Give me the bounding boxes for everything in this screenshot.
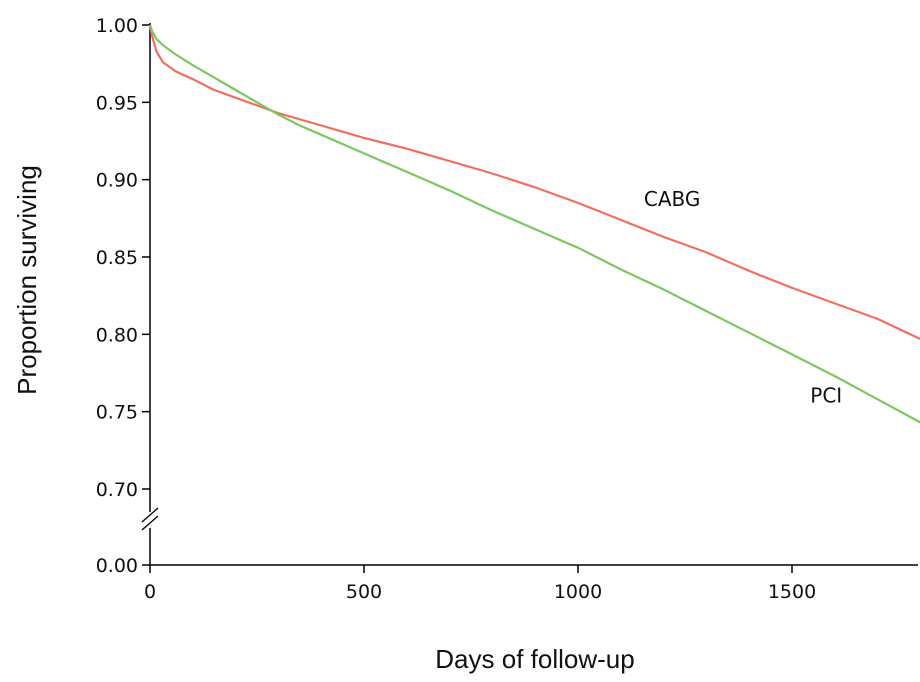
x-axis-title: Days of follow-up	[435, 644, 634, 674]
series-line-pci	[148, 24, 920, 424]
y-tick-label: 0.70	[96, 479, 138, 501]
y-tick-label: 0.85	[96, 247, 138, 269]
axes: 0.70 0.75 0.80 0.85 0.90 0.95 1.00 0.00 0 500 1000…	[96, 15, 918, 603]
series-label-cabg: CABG	[644, 187, 701, 211]
y-tick-label: 0.80	[96, 324, 138, 346]
series-line-cabg	[148, 24, 920, 340]
x-tick-label: 0	[144, 581, 156, 603]
y-tick-label: 0.75	[96, 402, 138, 424]
series-label-pci: PCI	[810, 383, 842, 407]
chart-labels: CABG PCI	[644, 187, 842, 407]
axis-break-mark	[141, 515, 159, 531]
y-tick-label: 1.00	[96, 15, 138, 37]
y-axis-title: Proportion surviving	[12, 165, 42, 395]
y-tick-label: 0.95	[96, 92, 138, 114]
series-lines	[148, 24, 920, 424]
y-tick-label-zero: 0.00	[96, 555, 138, 577]
x-tick-label: 1000	[554, 581, 602, 603]
axis-break-mark	[141, 507, 159, 523]
y-tick-label: 0.90	[96, 170, 138, 192]
x-tick-label: 500	[346, 581, 382, 603]
x-tick-label: 1500	[768, 581, 816, 603]
